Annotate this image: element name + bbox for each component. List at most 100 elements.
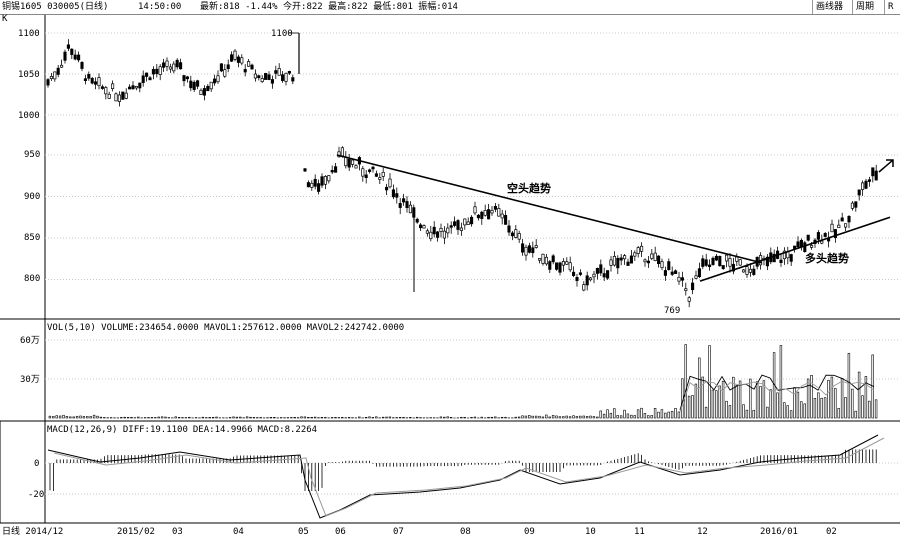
candle-body xyxy=(253,73,257,79)
candle-body xyxy=(284,72,288,82)
main-candle-22 xyxy=(378,172,382,185)
volume-bar-94 xyxy=(368,416,371,419)
candle-body xyxy=(449,225,453,228)
volume-bar-204 xyxy=(742,404,745,419)
candle-body xyxy=(694,275,698,279)
candle-body xyxy=(663,270,667,276)
candle-body xyxy=(138,82,142,89)
candle-body xyxy=(708,264,712,268)
upper-candle-71 xyxy=(287,70,291,76)
upper-candle-42 xyxy=(189,75,193,92)
main-candle-159 xyxy=(844,223,848,231)
candle-body xyxy=(267,74,271,80)
main-candle-142 xyxy=(786,246,790,265)
main-candle-116 xyxy=(697,262,701,278)
candle-body xyxy=(243,69,247,73)
volume-bar-222 xyxy=(803,403,806,419)
candle-body xyxy=(134,85,138,89)
volume-bar-30 xyxy=(150,417,154,419)
upper-candle-59 xyxy=(247,58,251,67)
main-candle-36 xyxy=(425,228,429,237)
candle-body xyxy=(128,86,132,90)
upper-candle-67 xyxy=(274,65,278,80)
candle-body xyxy=(711,257,715,265)
volume-bar-224 xyxy=(810,375,813,419)
candle-body xyxy=(368,169,372,172)
upper-candle-56 xyxy=(236,54,240,68)
period-button[interactable]: 周期 xyxy=(852,0,874,14)
upper-candle-25 xyxy=(131,81,135,90)
volume-bar-33 xyxy=(160,416,164,419)
main-candle-6 xyxy=(323,175,327,190)
volume-bar-170 xyxy=(626,413,630,419)
xlabel-8: 09 xyxy=(524,527,535,537)
upper-candle-22 xyxy=(121,91,125,100)
macd-layer xyxy=(47,434,885,519)
candle-body xyxy=(209,81,213,90)
upper-candle-24 xyxy=(128,84,132,90)
main-candle-158 xyxy=(840,212,844,222)
volume-bar-197 xyxy=(718,385,721,419)
candle-body xyxy=(742,269,746,273)
candle-body xyxy=(463,218,467,226)
main-candle-113 xyxy=(687,295,691,308)
candle-body xyxy=(704,259,708,266)
candle-body xyxy=(148,77,152,81)
candle-body xyxy=(565,261,569,265)
main-candle-70 xyxy=(541,253,545,266)
xlabel-11: 12 xyxy=(697,527,708,537)
upper-candle-37 xyxy=(172,61,176,74)
candle-body xyxy=(141,75,145,83)
main-candle-140 xyxy=(779,253,783,267)
candle-body xyxy=(371,166,375,170)
main-candle-106 xyxy=(663,266,667,281)
main-candle-84 xyxy=(589,276,593,282)
candle-body xyxy=(507,225,511,233)
top-info-bar: 铜锡1605 030005(日线) 14:50:00 最新:818 -1.44%… xyxy=(0,0,900,15)
volume-bar-56 xyxy=(239,416,242,419)
main-candle-107 xyxy=(667,258,671,271)
main-candle-5 xyxy=(320,173,324,189)
volume-bar-163 xyxy=(602,413,606,419)
main-candle-12 xyxy=(344,151,348,169)
candle-body xyxy=(504,214,508,225)
candle-body xyxy=(442,230,446,239)
candle-body xyxy=(378,177,382,180)
trend-overlays xyxy=(336,154,894,282)
upper-candle-21 xyxy=(117,91,121,107)
main-candle-72 xyxy=(548,260,552,273)
candle-body xyxy=(206,85,210,92)
candle-body xyxy=(633,252,637,257)
candle-body xyxy=(687,297,691,302)
main-candle-89 xyxy=(606,270,610,280)
upper-candle-27 xyxy=(138,82,142,93)
draw-tools-button[interactable]: 画线器 xyxy=(812,0,843,14)
candle-body xyxy=(230,54,234,62)
candle-body xyxy=(612,255,616,266)
main-candle-162 xyxy=(854,201,858,212)
volume-bar-72 xyxy=(293,417,296,419)
ytick-900: 900 xyxy=(24,192,40,202)
upper-candle-65 xyxy=(267,71,271,81)
upper-candle-14 xyxy=(94,77,98,90)
volume-bar-181 xyxy=(664,412,667,419)
restore-button[interactable]: R xyxy=(884,0,893,14)
xlabel-7: 08 xyxy=(460,527,471,537)
candle-body xyxy=(80,62,84,69)
xlabel-13: 02 xyxy=(826,527,837,537)
main-candle-139 xyxy=(776,246,780,260)
main-candle-24 xyxy=(385,183,389,195)
volume-bar-62 xyxy=(259,417,262,419)
volume-bar-48 xyxy=(211,417,215,419)
candle-body xyxy=(728,258,732,267)
candle-body xyxy=(680,277,684,281)
candle-body xyxy=(480,211,484,219)
volume-bar-160 xyxy=(592,416,596,419)
main-candle-131 xyxy=(748,263,752,277)
candle-body xyxy=(473,206,477,214)
candle-body xyxy=(745,266,749,275)
candle-body xyxy=(306,182,310,188)
candle-body xyxy=(419,224,423,229)
volume-bar-162 xyxy=(599,410,602,419)
